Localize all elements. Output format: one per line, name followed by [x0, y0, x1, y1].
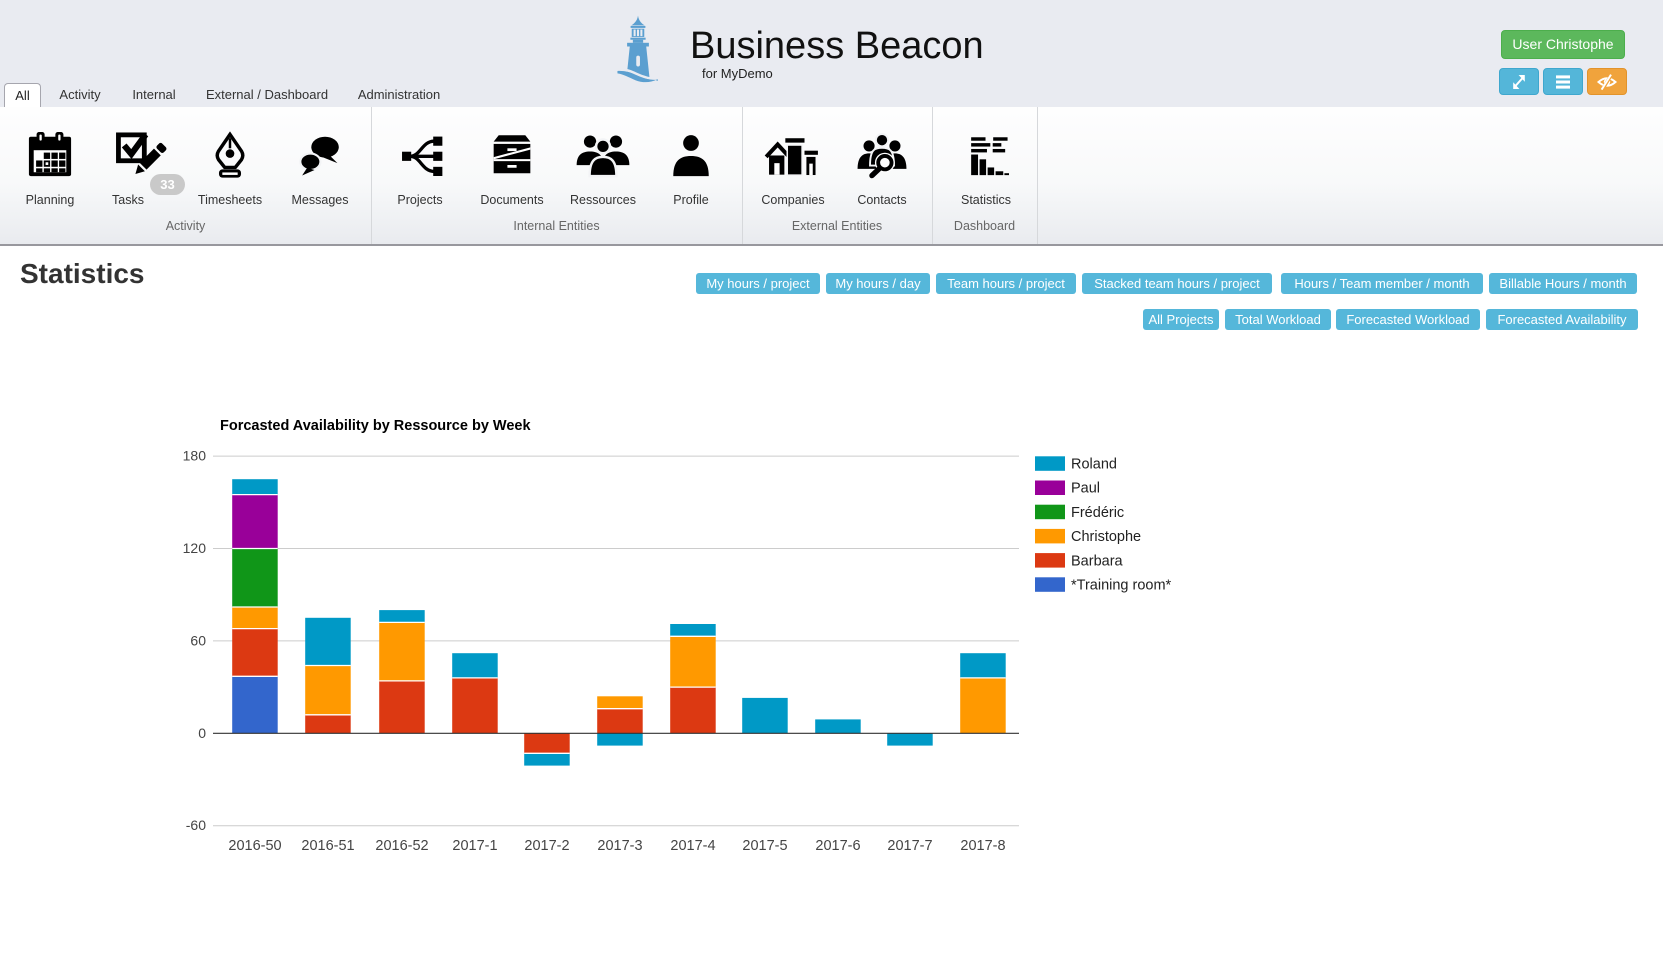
svg-text:Christophe: Christophe — [1071, 529, 1141, 545]
svg-text:Forcasted Availability by Ress: Forcasted Availability by Ressource by W… — [220, 418, 531, 434]
svg-text:2017-2: 2017-2 — [524, 838, 569, 854]
svg-text:Barbara: Barbara — [1071, 553, 1124, 569]
svg-text:2016-51: 2016-51 — [301, 838, 354, 854]
svg-text:2017-7: 2017-7 — [887, 838, 932, 854]
svg-text:2017-1: 2017-1 — [452, 838, 497, 854]
svg-text:60: 60 — [190, 632, 206, 648]
svg-text:2017-4: 2017-4 — [670, 838, 715, 854]
svg-text:Frédéric: Frédéric — [1071, 505, 1124, 521]
svg-text:0: 0 — [198, 725, 206, 741]
svg-text:*Training room*: *Training room* — [1071, 578, 1172, 594]
svg-text:Roland: Roland — [1071, 457, 1117, 473]
svg-text:Paul: Paul — [1071, 481, 1100, 497]
svg-text:2016-52: 2016-52 — [375, 838, 428, 854]
svg-text:2016-50: 2016-50 — [228, 838, 281, 854]
svg-text:180: 180 — [183, 448, 207, 464]
svg-text:120: 120 — [183, 540, 207, 556]
svg-text:-60: -60 — [186, 817, 206, 833]
svg-text:2017-8: 2017-8 — [960, 838, 1005, 854]
svg-text:2017-6: 2017-6 — [815, 838, 860, 854]
svg-text:2017-3: 2017-3 — [597, 838, 642, 854]
svg-text:2017-5: 2017-5 — [742, 838, 787, 854]
